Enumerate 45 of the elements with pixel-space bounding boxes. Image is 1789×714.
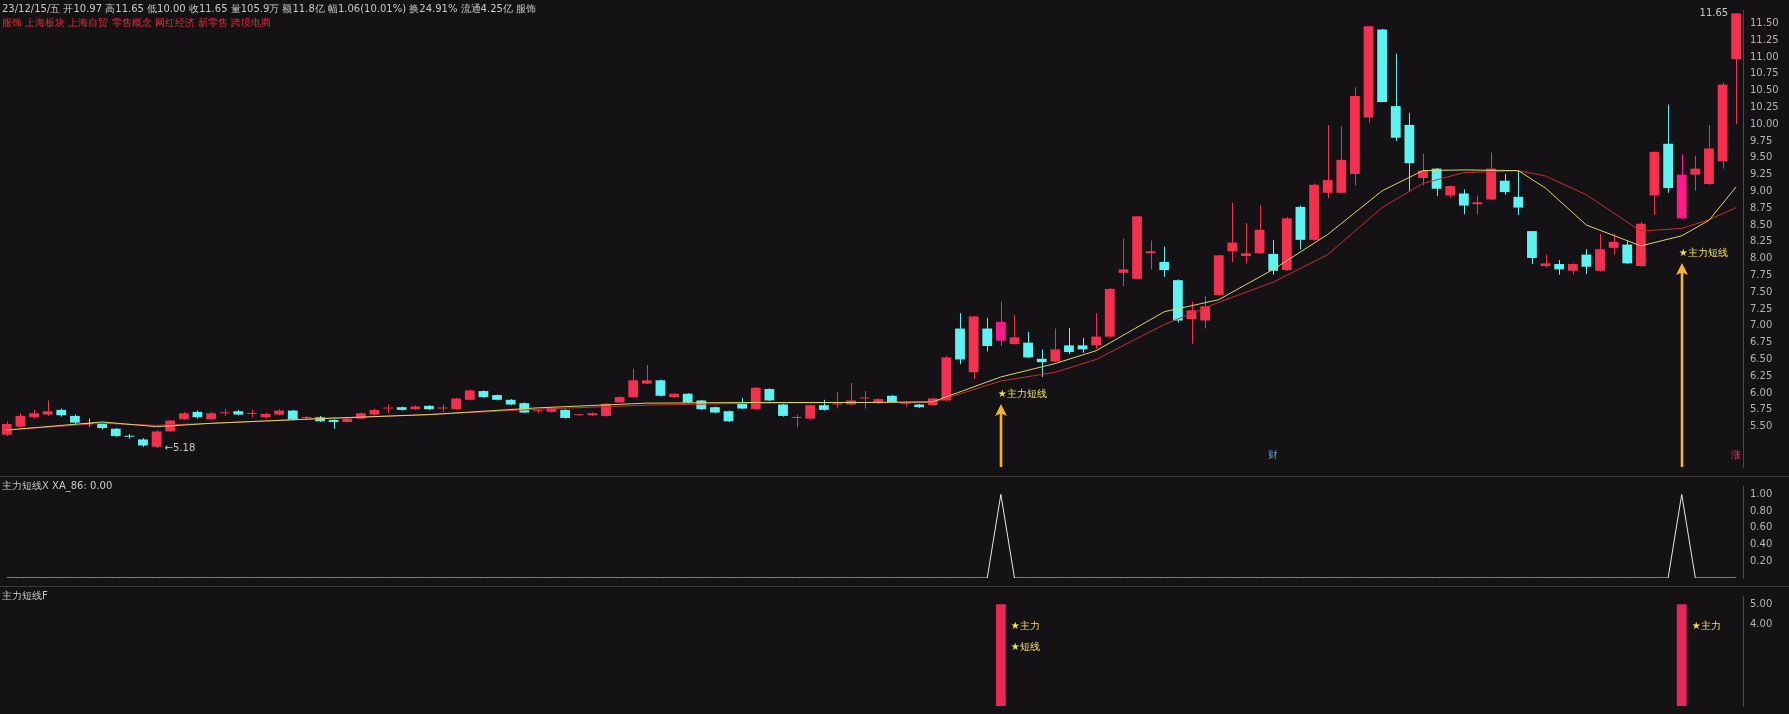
chart-title: 主力短线F: [2, 589, 48, 603]
y-tick-label: 10.25: [1750, 101, 1779, 113]
y-tick-label: 10.50: [1750, 84, 1779, 96]
y-tick-label: 8.50: [1750, 218, 1773, 230]
annotation: ★主力: [1691, 620, 1721, 632]
y-tick-label: 11.25: [1750, 33, 1779, 45]
y-tick-label: 8.75: [1750, 201, 1773, 213]
y-tick-label: 9.00: [1750, 185, 1773, 197]
y-tick-label: 11.00: [1750, 50, 1779, 62]
annotation: ★短线: [1010, 641, 1040, 653]
y-tick-label: 7.25: [1750, 302, 1773, 314]
y-tick-label: 0.80: [1750, 504, 1773, 516]
annotation: ←5.18: [164, 441, 196, 453]
y-tick-label: 1.00: [1750, 487, 1773, 499]
y-tick-label: 0.60: [1750, 521, 1773, 533]
chart-title: 主力短线X XA_86: 0.00: [2, 479, 113, 493]
y-tick-label: 8.25: [1750, 235, 1773, 247]
y-tick-label: 0.40: [1750, 538, 1773, 550]
annotation: 涨: [1731, 449, 1742, 461]
y-tick-label: 0.20: [1750, 554, 1773, 566]
y-tick-label: 10.00: [1750, 117, 1779, 129]
y-tick-label: 9.75: [1750, 134, 1773, 146]
y-tick-label: 5.00: [1750, 597, 1773, 609]
y-tick-label: 5.75: [1750, 403, 1773, 415]
y-tick-label: 7.50: [1750, 285, 1773, 297]
annotation: 财: [1268, 449, 1279, 461]
annotation: 11.65: [1699, 6, 1729, 18]
annotation: ★主力短线: [1678, 246, 1728, 258]
annotation: ★主力短线: [997, 387, 1047, 399]
y-tick-label: 7.75: [1750, 269, 1773, 281]
y-tick-label: 9.25: [1750, 168, 1773, 180]
y-tick-label: 6.25: [1750, 369, 1773, 381]
y-tick-label: 7.00: [1750, 319, 1773, 331]
y-tick-label: 6.75: [1750, 336, 1773, 348]
y-tick-label: 11.50: [1750, 17, 1779, 29]
text: 服饰 上海板块 上海自贸 零售概念 网红经济 新零售 跨境电商: [2, 16, 272, 30]
y-tick-label: 4.00: [1750, 618, 1773, 630]
y-tick-label: 9.50: [1750, 151, 1773, 163]
chart-title: 23/12/15/五 开10.97 高11.65 低10.00 收11.65 量105.9万 额11.8亿 幅1.06(10.01%) 换24.91% 流通4.25亿 服饰: [2, 2, 537, 16]
y-tick-label: 8.00: [1750, 252, 1773, 264]
y-tick-label: 6.50: [1750, 353, 1773, 365]
y-tick-label: 6.00: [1750, 386, 1773, 398]
y-tick-label: 10.75: [1750, 67, 1779, 79]
y-tick-label: 5.50: [1750, 420, 1773, 432]
annotation: ★主力: [1010, 620, 1040, 632]
